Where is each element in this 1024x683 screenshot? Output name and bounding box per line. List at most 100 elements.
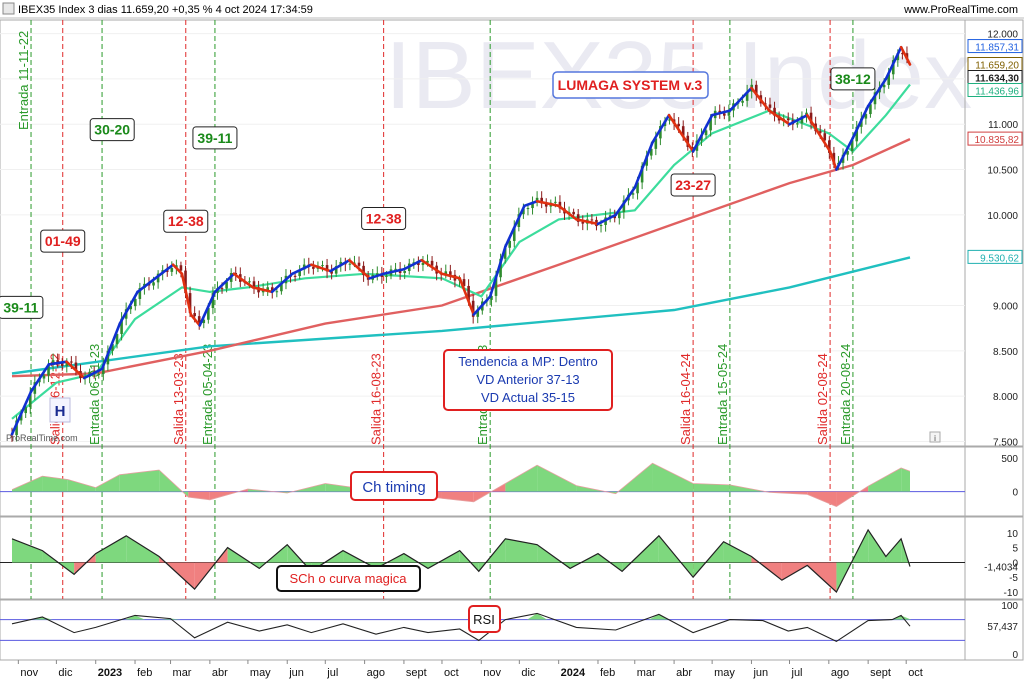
candle-body <box>572 211 575 215</box>
price-tag: 9.530,62 <box>980 253 1019 264</box>
sch-label: SCh o curva magica <box>289 571 407 586</box>
x-tick-label: dic <box>521 667 536 679</box>
trend-segment <box>710 109 732 117</box>
indicator-tick-label: 0 <box>1012 558 1018 569</box>
site-url[interactable]: www.ProRealTime.com <box>903 4 1018 16</box>
trend-segment <box>728 86 753 112</box>
candle-body <box>152 282 155 286</box>
candle-body <box>745 91 749 101</box>
trend-segment <box>805 113 832 153</box>
candle-body <box>631 193 635 195</box>
indicator-area <box>868 529 886 563</box>
indicator-tick-label: 57,437 <box>987 622 1018 633</box>
candle-body <box>325 265 329 272</box>
indicator-tick-label: -5 <box>1009 573 1018 584</box>
candle-body <box>704 130 708 136</box>
candle-body <box>581 221 585 224</box>
trend-segment <box>440 272 462 280</box>
x-tick-label: 2023 <box>98 667 122 679</box>
candle-body <box>526 208 530 210</box>
indicator-area <box>12 538 43 563</box>
rsi-overbought-area <box>891 615 912 620</box>
trend-segment <box>899 45 912 66</box>
trend-segment <box>310 263 332 273</box>
indicator-area <box>537 465 577 492</box>
indicator-area <box>126 535 160 563</box>
price-tick-label: 11.000 <box>988 120 1018 131</box>
candle-body <box>111 343 114 351</box>
trend-segment <box>189 313 202 327</box>
candle-body <box>426 260 429 263</box>
candle-body <box>97 374 101 376</box>
rsi-overbought-area <box>125 615 146 620</box>
candle-body <box>846 151 849 155</box>
trend-segment <box>82 367 104 380</box>
trend-segment <box>348 258 371 280</box>
indicator-area <box>868 467 902 492</box>
price-tag: 11.634,30 <box>975 74 1019 85</box>
x-tick-label: jun <box>752 667 768 679</box>
candle-body <box>640 165 644 183</box>
indicator-tick-label: 0 <box>1012 488 1018 499</box>
candle-body <box>298 269 301 277</box>
trend-segment <box>180 272 193 316</box>
candle-body <box>864 114 868 119</box>
candle-body <box>449 271 452 275</box>
candle-body <box>891 60 895 75</box>
indicator-area <box>67 479 96 492</box>
system-title: LUMAGA SYSTEM v.3 <box>558 77 703 93</box>
candle-body <box>165 270 169 272</box>
indicator-tick-label: 500 <box>1001 454 1018 465</box>
trend-segment <box>835 136 855 171</box>
signal-label-exit: Salida 16-04-24 <box>678 353 693 445</box>
candle-body <box>462 279 466 286</box>
trend-info-line-3: VD Actual 35-15 <box>481 390 575 405</box>
indicator-area <box>95 474 120 492</box>
candle-body <box>754 84 758 96</box>
candle-body <box>42 375 46 379</box>
candle-body <box>850 141 854 152</box>
window-icon[interactable] <box>2 2 15 15</box>
long-ma-line <box>11 256 911 375</box>
candle-body <box>280 283 283 292</box>
candle-body <box>882 85 886 88</box>
candle-body <box>503 247 507 259</box>
trend-segment <box>488 245 507 298</box>
price-tag: 11.857,31 <box>975 43 1019 54</box>
candle-body <box>275 291 279 293</box>
trend-segment <box>866 77 888 108</box>
candle-body <box>188 293 192 314</box>
candle-body <box>476 310 480 317</box>
score-label-exit: 23-27 <box>675 177 711 193</box>
x-tick-label: nov <box>20 667 38 679</box>
candle-body <box>261 290 265 293</box>
rsi-line <box>11 612 911 643</box>
candle-body <box>47 364 50 376</box>
indicator-pane-frame-1 <box>0 446 1024 517</box>
trend-segment <box>557 204 578 221</box>
candle-body <box>467 285 470 301</box>
h-marker: H <box>55 403 66 420</box>
panel-frames <box>0 19 1024 661</box>
signal-label-entry: Entrada 20-08-24 <box>838 344 853 445</box>
score-box-entry <box>830 67 876 91</box>
x-tick-label: ago <box>367 667 385 679</box>
x-tick-label: jul <box>791 667 803 679</box>
score-label-entry: 39-11 <box>197 130 232 146</box>
x-tick-label: feb <box>137 667 152 679</box>
candle-body <box>375 273 379 275</box>
trend-segment <box>651 113 671 144</box>
price-tag-box <box>967 83 1023 98</box>
x-tick-label: ago <box>831 667 849 679</box>
info-icon[interactable] <box>929 431 941 443</box>
x-tick-label: nov <box>483 667 501 679</box>
indicator-area <box>885 538 902 563</box>
candle-body <box>508 240 512 248</box>
candle-body <box>590 219 594 221</box>
signal-label-exit: Salida 02-08-24 <box>815 353 830 445</box>
x-tick-label: mar <box>173 667 192 679</box>
candle-body <box>56 360 59 364</box>
score-box-exit <box>361 206 407 230</box>
score-label-entry: 30-20 <box>94 122 130 138</box>
candle-body <box>330 271 333 274</box>
